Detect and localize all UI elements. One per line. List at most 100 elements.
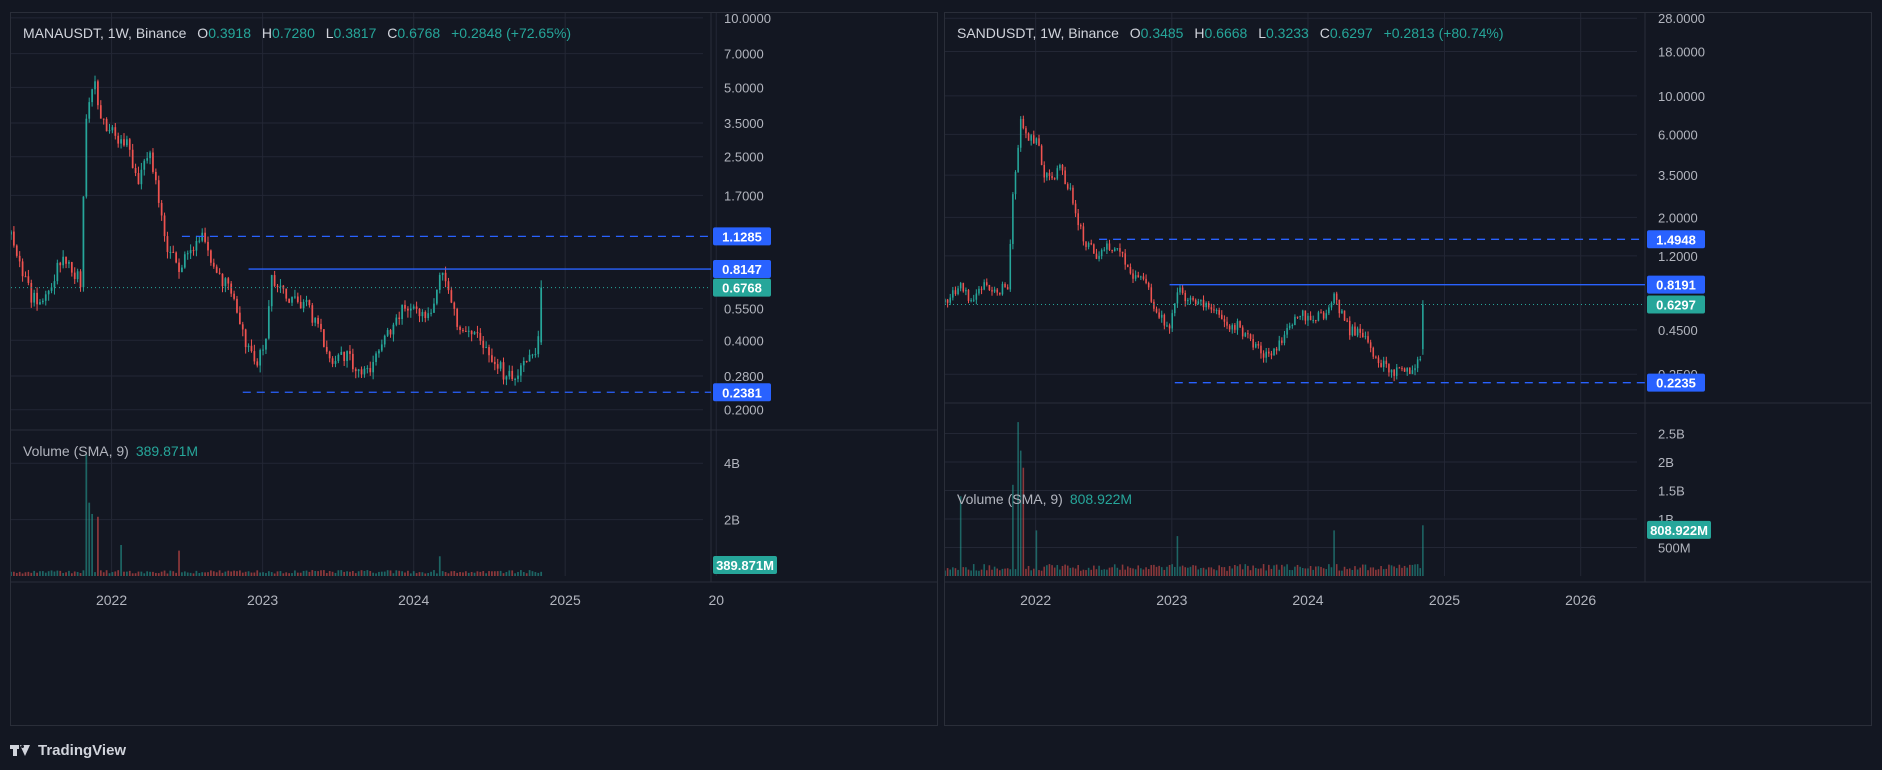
candle-body bbox=[354, 369, 357, 372]
candle-body bbox=[505, 376, 508, 380]
volume-bar bbox=[470, 571, 473, 576]
volume-bar bbox=[1033, 568, 1035, 576]
volume-bar bbox=[282, 573, 285, 576]
volume-bar bbox=[265, 572, 267, 576]
candle-body bbox=[183, 254, 186, 268]
candle-body bbox=[1001, 283, 1004, 295]
candle-body bbox=[1333, 293, 1335, 304]
candle-body bbox=[62, 256, 65, 266]
candle-body bbox=[1205, 302, 1207, 308]
candle-body bbox=[105, 118, 108, 132]
candle-body bbox=[1087, 243, 1090, 247]
volume-bar bbox=[114, 571, 117, 576]
candle-body bbox=[1160, 314, 1163, 318]
volume-bar bbox=[331, 571, 334, 576]
volume-bar bbox=[962, 567, 965, 576]
volume-bar bbox=[154, 572, 157, 576]
volume-bar bbox=[247, 571, 250, 576]
candle-body bbox=[79, 271, 82, 288]
candle-body bbox=[1072, 187, 1074, 204]
volume-bar bbox=[172, 571, 175, 576]
change-value: +0.2848 bbox=[451, 25, 503, 41]
volume-bar bbox=[493, 571, 496, 576]
volume-bar bbox=[999, 570, 1001, 576]
volume-bar bbox=[1014, 569, 1017, 576]
sandusdt-chart[interactable]: 2022 2023 2024 2025 2026 28.0000 18.0000 10.000… bbox=[945, 13, 1872, 726]
volume-bar bbox=[1338, 570, 1341, 576]
volume-bar bbox=[1286, 564, 1288, 576]
symbol-line: MANAUSDT, 1W, Binance bbox=[23, 25, 187, 41]
volume-bar bbox=[262, 572, 264, 576]
candle-body bbox=[160, 202, 163, 216]
change-pct: (+72.65%) bbox=[506, 25, 572, 41]
volume-bar bbox=[427, 573, 430, 576]
candle-body bbox=[1362, 332, 1364, 338]
candle-body bbox=[453, 302, 456, 309]
open-value: 0.3918 bbox=[208, 25, 252, 41]
volume-bar bbox=[76, 571, 79, 576]
candle-body bbox=[1124, 253, 1126, 265]
candle-body bbox=[528, 354, 531, 362]
candle-body bbox=[517, 375, 519, 379]
volume-bar bbox=[340, 570, 343, 576]
volume-bar bbox=[957, 569, 959, 576]
candle-body bbox=[473, 332, 476, 335]
volume-bar bbox=[1393, 566, 1395, 576]
volume-tick-label: 2.5B bbox=[1658, 427, 1685, 442]
y-tick-label: 28.0000 bbox=[1658, 13, 1705, 26]
volume-bar bbox=[1414, 564, 1416, 576]
volume-bar bbox=[438, 556, 441, 576]
candle-body bbox=[1098, 256, 1100, 259]
candle-body bbox=[65, 256, 67, 264]
volume-bar bbox=[204, 572, 206, 576]
candle-body bbox=[1006, 287, 1009, 290]
candle-body bbox=[291, 296, 293, 303]
manausdt-ohlc-legend: MANAUSDT, 1W, Binance O0.3918 H0.7280 L0… bbox=[23, 25, 578, 41]
volume-bar bbox=[1194, 565, 1197, 576]
candle-body bbox=[980, 288, 983, 290]
candle-body bbox=[1325, 313, 1328, 319]
volume-bar bbox=[398, 570, 401, 576]
candle-body bbox=[1179, 287, 1181, 293]
candle-body bbox=[1234, 325, 1236, 330]
volume-bar bbox=[430, 571, 432, 576]
volume-bar bbox=[491, 571, 493, 576]
volume-bar bbox=[1202, 567, 1205, 576]
candle-body bbox=[73, 272, 76, 280]
candle-body bbox=[462, 329, 464, 331]
manausdt-chart-panel[interactable]: 2022 2023 2024 2025 20 10.0000 7.0000 5.0000 3.5… bbox=[10, 12, 938, 726]
candle-body bbox=[320, 323, 322, 330]
candle-body bbox=[988, 285, 991, 291]
candle-body bbox=[502, 362, 505, 380]
sandusdt-chart-panel[interactable]: 2022 2023 2024 2025 2026 28.0000 18.0000 10.000… bbox=[944, 12, 1872, 726]
tradingview-footer[interactable]: TradingView bbox=[10, 738, 126, 762]
x-tick-label: 2026 bbox=[1565, 592, 1596, 608]
volume-bar bbox=[1056, 565, 1059, 576]
manausdt-chart[interactable]: 2022 2023 2024 2025 20 10.0000 7.0000 5.0000 3.5… bbox=[11, 13, 938, 726]
volume-bar bbox=[1174, 566, 1176, 576]
volume-bar bbox=[244, 571, 247, 576]
candle-body bbox=[1221, 314, 1223, 320]
volume-bar bbox=[53, 571, 56, 576]
y-tick-label: 3.5000 bbox=[724, 116, 764, 131]
volume-bar bbox=[1189, 566, 1192, 576]
volume-bar bbox=[1098, 565, 1100, 576]
candle-body bbox=[1409, 367, 1411, 374]
candle-body bbox=[1320, 312, 1322, 314]
volume-bar bbox=[1103, 569, 1106, 576]
volume-value-tag bbox=[713, 556, 777, 574]
y-tick-label: 10.0000 bbox=[1658, 89, 1705, 104]
candle-body bbox=[11, 231, 12, 235]
candle-body bbox=[514, 378, 516, 380]
volume-bar bbox=[959, 496, 962, 576]
volume-bar bbox=[105, 570, 108, 576]
volume-bar bbox=[1108, 567, 1111, 576]
candle-body bbox=[1288, 325, 1291, 329]
candle-body bbox=[236, 298, 238, 313]
volume-bar bbox=[47, 571, 50, 576]
candle-body bbox=[1022, 118, 1025, 129]
candle-body bbox=[496, 364, 499, 369]
grid bbox=[945, 13, 1637, 576]
candle-body bbox=[343, 351, 346, 362]
volume-bar bbox=[1192, 565, 1194, 576]
